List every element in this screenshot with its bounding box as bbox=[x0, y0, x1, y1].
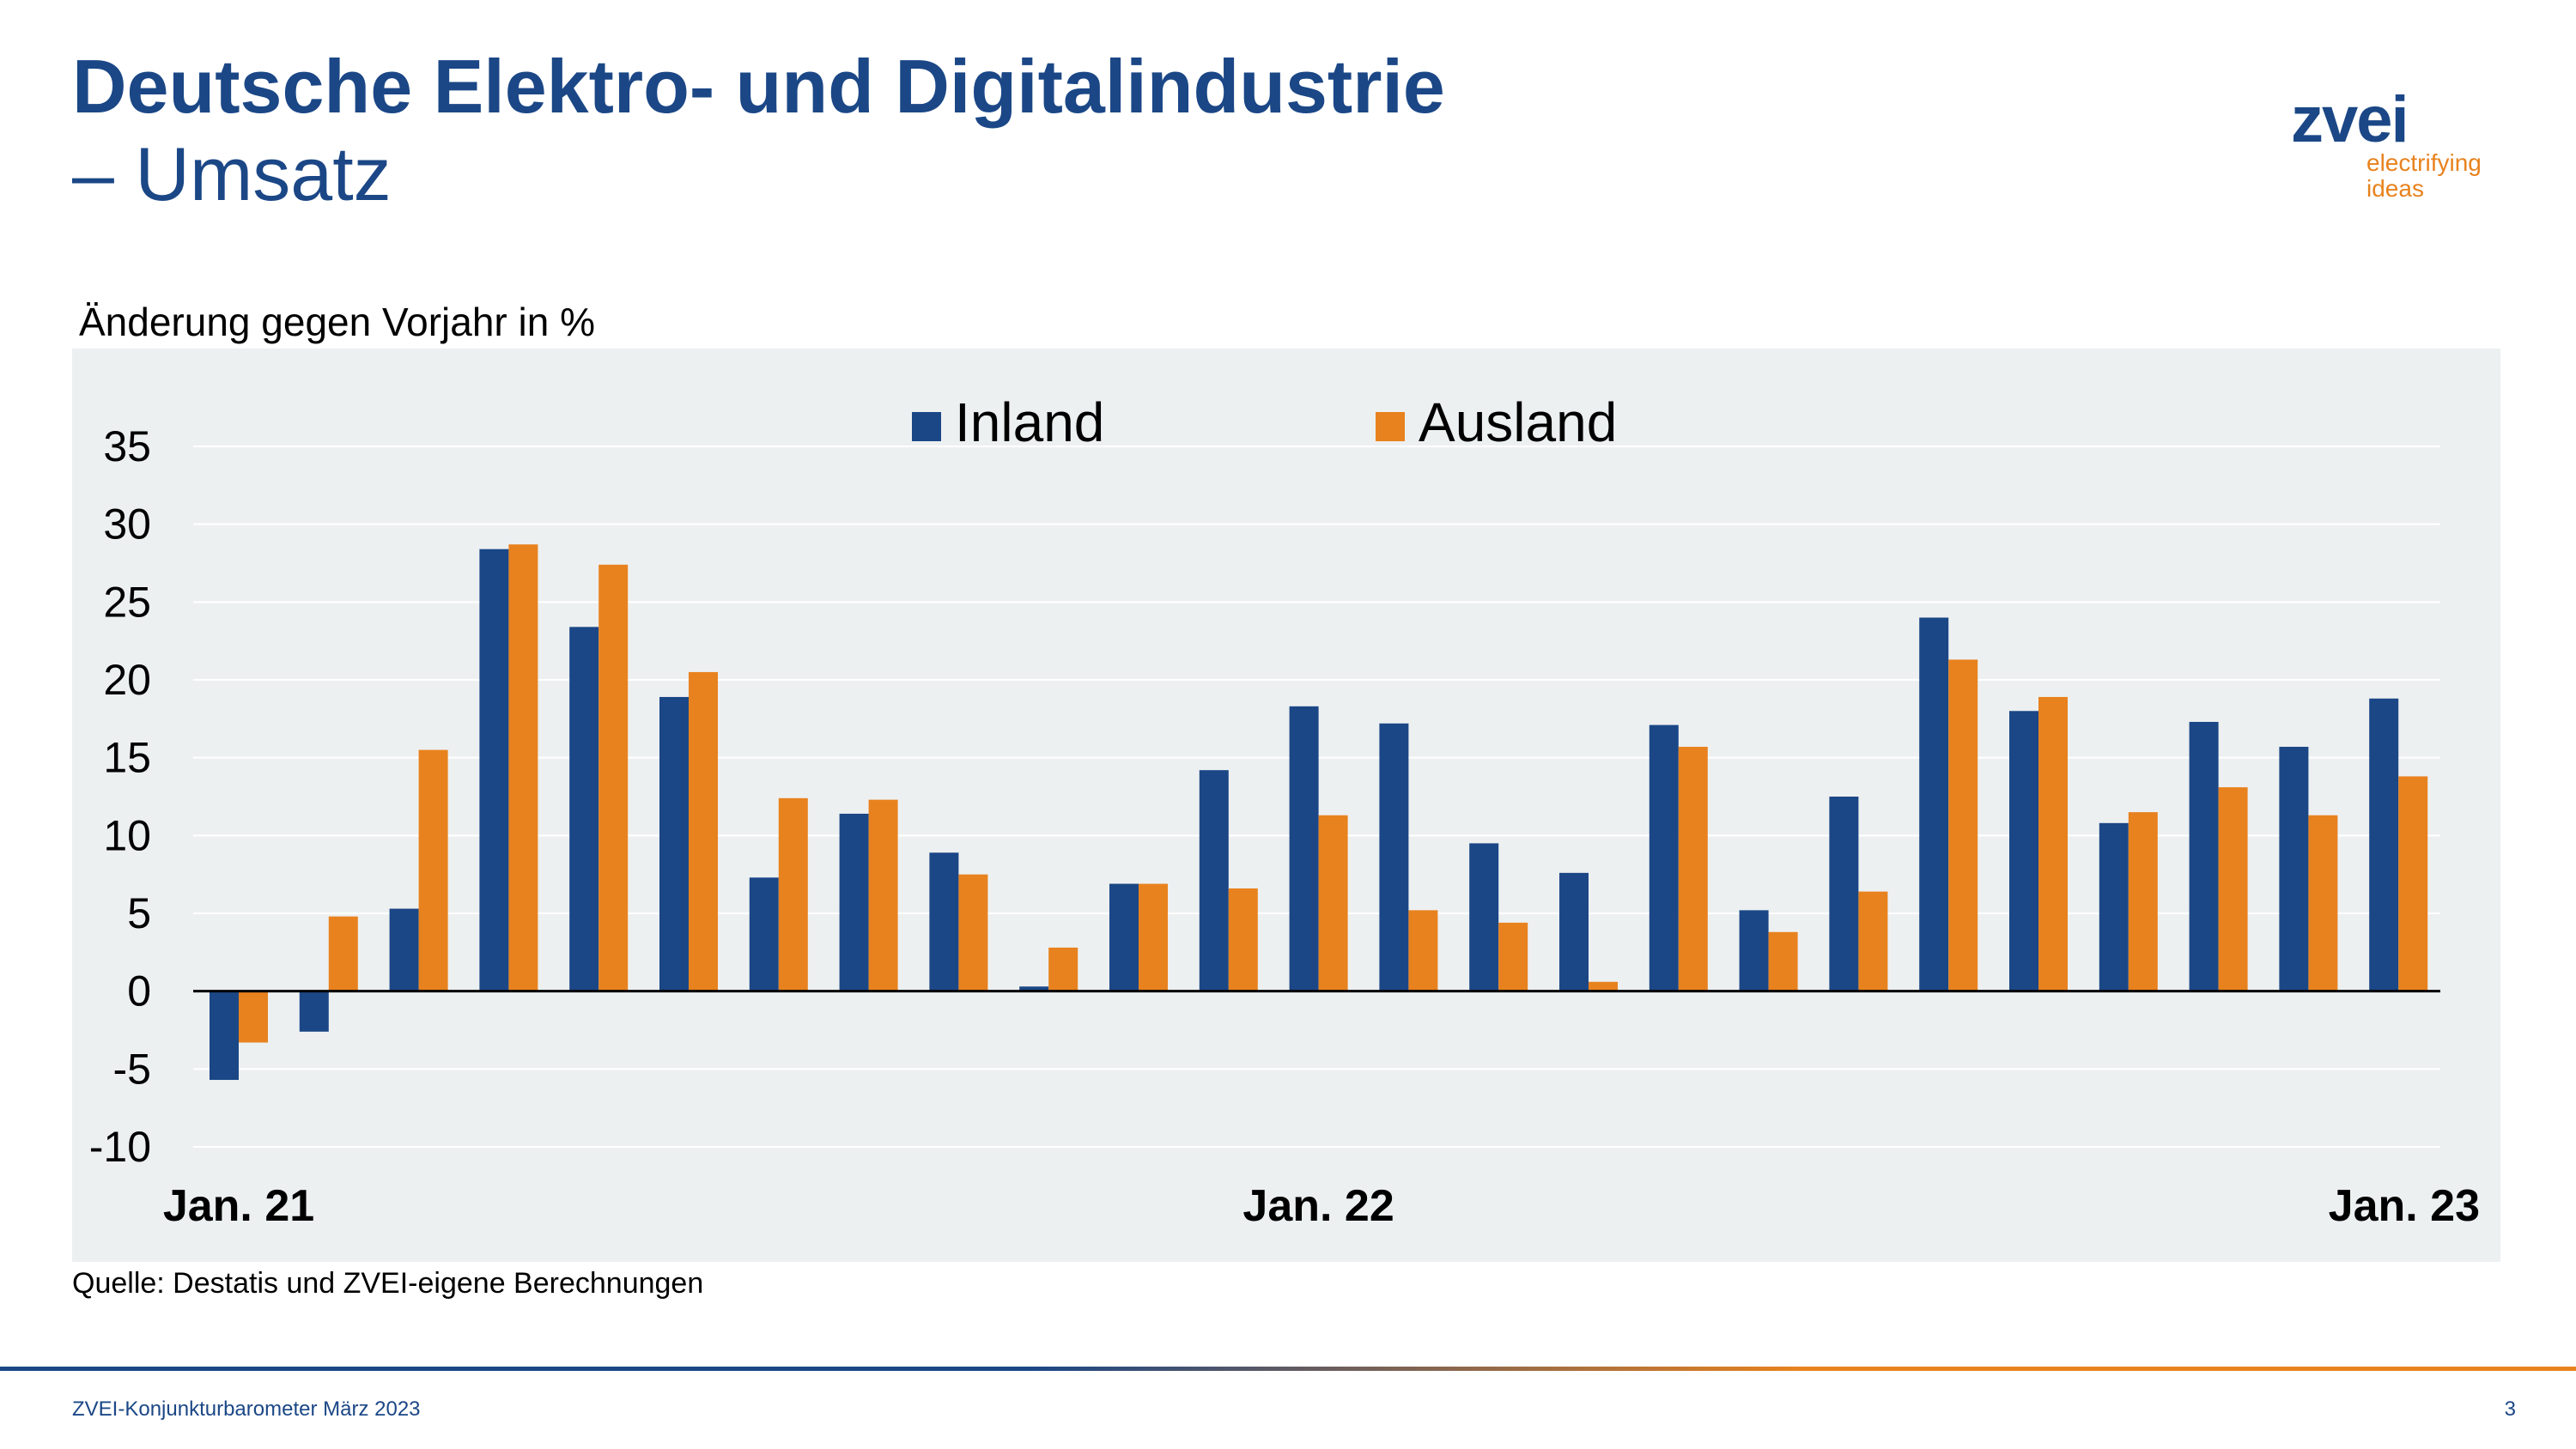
y-tick-label: 30 bbox=[103, 500, 151, 549]
bar-inland bbox=[659, 696, 689, 991]
legend-swatch-inland bbox=[912, 412, 941, 441]
bar-inland bbox=[1829, 797, 1859, 991]
slide-subtitle-title: – Umsatz bbox=[72, 131, 392, 216]
bar-inland bbox=[749, 877, 779, 991]
bar-inland bbox=[839, 813, 869, 991]
bar-inland bbox=[2189, 721, 2219, 991]
bar-inland bbox=[1199, 770, 1229, 991]
bar-inland bbox=[1289, 706, 1319, 991]
bar-inland bbox=[2279, 746, 2309, 991]
bar-ausland bbox=[1408, 910, 1438, 991]
chart-unit-label: Änderung gegen Vorjahr in % bbox=[79, 300, 595, 344]
bar-inland bbox=[210, 991, 239, 1081]
bar-ausland bbox=[1498, 922, 1528, 991]
bar-ausland bbox=[1139, 883, 1168, 991]
bar-ausland bbox=[868, 799, 898, 991]
bar-inland bbox=[1379, 723, 1409, 991]
logo-wordmark: zvei bbox=[2291, 83, 2409, 156]
bar-ausland bbox=[328, 916, 358, 991]
legend-label-ausland: Ausland bbox=[1419, 391, 1617, 453]
y-tick-label: 35 bbox=[103, 422, 151, 470]
y-tick-label: 5 bbox=[127, 889, 151, 937]
bar-ausland bbox=[1768, 931, 1798, 991]
bar-inland bbox=[1469, 843, 1499, 991]
bar-ausland bbox=[2308, 815, 2338, 991]
page-number: 3 bbox=[2504, 1397, 2516, 1421]
x-tick-label: Jan. 21 bbox=[163, 1181, 314, 1231]
y-tick-label: -10 bbox=[89, 1123, 151, 1171]
bar-inland bbox=[1019, 986, 1049, 991]
logo-tagline-1: electrifying bbox=[2366, 149, 2482, 176]
bar-ausland bbox=[2218, 787, 2248, 991]
slide-title: Deutsche Elektro- und Digitalindustrie bbox=[72, 44, 1445, 129]
x-tick-label: Jan. 23 bbox=[2329, 1181, 2480, 1231]
zvei-logo: zvei electrifying ideas bbox=[2291, 83, 2514, 206]
bar-ausland bbox=[508, 544, 538, 991]
x-tick-label: Jan. 22 bbox=[1242, 1181, 1394, 1231]
bar-inland bbox=[479, 549, 509, 991]
bar-ausland bbox=[598, 564, 629, 991]
legend-label-inland: Inland bbox=[955, 391, 1104, 453]
bar-ausland bbox=[418, 749, 448, 991]
bar-inland bbox=[2369, 698, 2399, 991]
bar-inland bbox=[2099, 822, 2129, 991]
footer-text: ZVEI-Konjunkturbarometer März 2023 bbox=[72, 1397, 421, 1421]
bar-ausland bbox=[1048, 947, 1078, 991]
bar-ausland bbox=[778, 797, 808, 991]
chart-background bbox=[72, 349, 2500, 1262]
bar-ausland bbox=[1228, 888, 1258, 991]
y-tick-label: 0 bbox=[127, 967, 151, 1016]
bar-ausland bbox=[2398, 776, 2428, 991]
legend-swatch-ausland bbox=[1376, 412, 1405, 441]
bar-inland bbox=[929, 852, 959, 991]
bar-ausland bbox=[1318, 815, 1348, 991]
bar-inland bbox=[1559, 872, 1589, 991]
bar-ausland bbox=[239, 991, 268, 1043]
bar-ausland bbox=[1589, 981, 1618, 991]
y-tick-label: 10 bbox=[103, 811, 151, 859]
bar-ausland bbox=[1858, 891, 1888, 991]
y-tick-label: -5 bbox=[113, 1045, 151, 1093]
y-tick-label: 25 bbox=[103, 578, 151, 626]
logo-tagline-2: ideas bbox=[2366, 175, 2424, 202]
bar-inland bbox=[2009, 711, 2038, 991]
bar-inland bbox=[1919, 617, 1949, 991]
y-tick-label: 20 bbox=[103, 656, 151, 704]
bar-inland bbox=[1649, 724, 1679, 991]
bar-inland bbox=[569, 627, 599, 991]
bar-inland bbox=[389, 908, 419, 991]
bar-ausland bbox=[2128, 812, 2158, 991]
bar-inland bbox=[1739, 910, 1769, 991]
y-tick-label: 15 bbox=[103, 734, 151, 782]
source-note: Quelle: Destatis und ZVEI-eigene Berechn… bbox=[72, 1267, 704, 1300]
bar-inland bbox=[299, 991, 329, 1032]
bar-ausland bbox=[1948, 659, 1978, 991]
bar-ausland bbox=[958, 874, 988, 991]
bar-ausland bbox=[689, 671, 718, 991]
footer-divider bbox=[0, 1367, 2576, 1371]
bar-ausland bbox=[2038, 696, 2068, 991]
bar-inland bbox=[1109, 883, 1139, 991]
bar-ausland bbox=[1678, 746, 1708, 991]
